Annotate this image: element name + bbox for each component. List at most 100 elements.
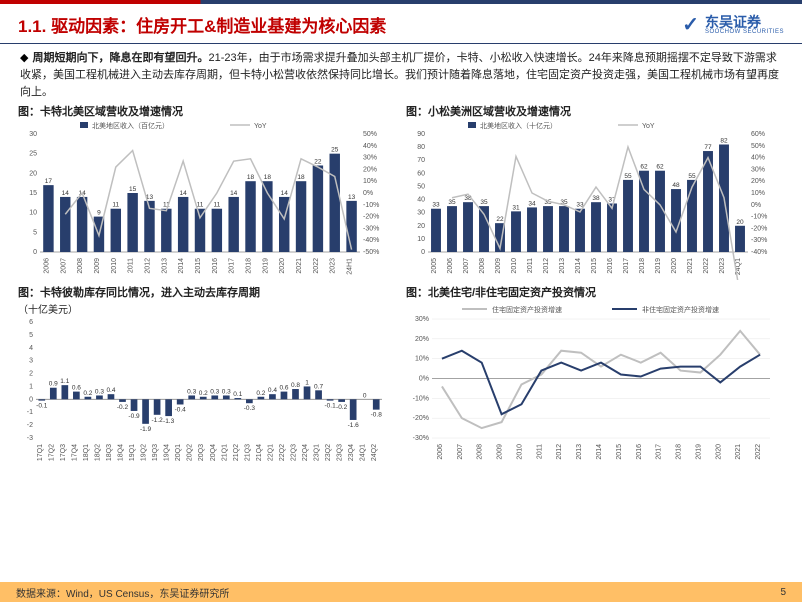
svg-text:0.6: 0.6 — [279, 385, 288, 392]
svg-text:2020: 2020 — [279, 258, 286, 274]
svg-text:25: 25 — [29, 151, 37, 158]
svg-text:2007: 2007 — [463, 258, 470, 274]
svg-text:30%: 30% — [363, 155, 377, 162]
svg-text:23Q1: 23Q1 — [314, 444, 321, 461]
svg-text:31: 31 — [512, 204, 520, 211]
svg-text:0: 0 — [363, 392, 367, 399]
svg-text:35: 35 — [448, 199, 456, 206]
svg-text:17Q1: 17Q1 — [37, 444, 44, 461]
svg-text:2013: 2013 — [576, 444, 583, 460]
svg-text:0.1: 0.1 — [233, 391, 242, 398]
header: 1.1. 驱动因素：住房开工&制造业基建为核心因素 ✓ 东吴证券 SOOCHOW… — [0, 4, 802, 41]
svg-text:18Q4: 18Q4 — [118, 444, 125, 461]
svg-text:30%: 30% — [415, 316, 429, 323]
svg-text:23Q4: 23Q4 — [348, 444, 355, 461]
svg-text:22Q3: 22Q3 — [291, 444, 298, 461]
svg-text:60: 60 — [417, 170, 425, 177]
footer-page: 5 — [780, 587, 786, 598]
svg-text:-50%: -50% — [363, 249, 379, 256]
svg-text:50%: 50% — [363, 131, 377, 138]
svg-text:20Q4: 20Q4 — [210, 444, 217, 461]
svg-text:18: 18 — [247, 174, 255, 181]
svg-text:0.7: 0.7 — [314, 383, 323, 390]
svg-text:14: 14 — [180, 190, 188, 197]
svg-text:-0.2: -0.2 — [336, 404, 348, 411]
svg-text:2010: 2010 — [111, 258, 118, 274]
svg-text:0.3: 0.3 — [210, 389, 219, 396]
svg-text:-20%: -20% — [363, 214, 379, 221]
svg-text:2022: 2022 — [755, 444, 762, 460]
svg-text:2017: 2017 — [623, 258, 630, 274]
svg-text:2006: 2006 — [447, 258, 454, 274]
svg-text:0: 0 — [29, 396, 33, 403]
svg-text:2018: 2018 — [676, 444, 683, 460]
header-rule — [0, 43, 802, 44]
svg-text:2015: 2015 — [195, 258, 202, 274]
chart2-title: 图：小松美洲区域营收及增速情况 — [406, 103, 784, 119]
svg-text:2008: 2008 — [77, 258, 84, 274]
svg-text:2018: 2018 — [639, 258, 646, 274]
svg-text:10%: 10% — [751, 190, 765, 197]
svg-text:55: 55 — [688, 173, 696, 180]
svg-text:2: 2 — [29, 371, 33, 378]
svg-text:21Q1: 21Q1 — [221, 444, 228, 461]
svg-text:19Q1: 19Q1 — [129, 444, 136, 461]
svg-text:-20%: -20% — [751, 226, 767, 233]
lead-text: 周期短期向下，降息在即有望回升。 — [32, 52, 208, 64]
svg-text:48: 48 — [672, 182, 680, 189]
chart4-svg: 住宅固定资产投资增速非住宅固定资产投资增速-30%-20%-10%0%10%20… — [406, 301, 778, 466]
svg-text:0.3: 0.3 — [222, 389, 231, 396]
svg-text:0%: 0% — [363, 190, 373, 197]
svg-text:22: 22 — [496, 216, 504, 223]
logo-icon: ✓ — [682, 12, 699, 37]
svg-text:2007: 2007 — [457, 444, 464, 460]
svg-text:-0.4: -0.4 — [175, 407, 187, 414]
svg-text:70: 70 — [417, 157, 425, 164]
svg-text:2013: 2013 — [161, 258, 168, 274]
svg-text:2009: 2009 — [495, 258, 502, 274]
svg-text:2017: 2017 — [656, 444, 663, 460]
svg-text:4: 4 — [29, 345, 33, 352]
logo-en: SOOCHOW SECURITIES — [705, 29, 784, 35]
svg-text:2011: 2011 — [527, 258, 534, 273]
bullet-icon: ◆ — [20, 52, 28, 64]
svg-text:北美地区收入（十亿元）: 北美地区收入（十亿元） — [480, 121, 557, 130]
svg-text:0.9: 0.9 — [49, 381, 58, 388]
svg-text:17Q4: 17Q4 — [71, 444, 78, 461]
svg-text:-1.2: -1.2 — [151, 417, 163, 424]
svg-text:2015: 2015 — [616, 444, 623, 460]
svg-text:50: 50 — [417, 184, 425, 191]
svg-text:13: 13 — [348, 194, 356, 201]
chart-4: 图：北美住宅/非住宅固定资产投资情况 住宅固定资产投资增速非住宅固定资产投资增速… — [406, 282, 784, 468]
svg-text:18: 18 — [264, 174, 272, 181]
svg-text:2013: 2013 — [559, 258, 566, 274]
svg-text:5: 5 — [29, 332, 33, 339]
svg-text:-10%: -10% — [751, 214, 767, 221]
svg-text:2015: 2015 — [591, 258, 598, 274]
svg-text:20%: 20% — [363, 167, 377, 174]
svg-text:15: 15 — [29, 190, 37, 197]
svg-text:55: 55 — [624, 173, 632, 180]
svg-text:20: 20 — [736, 219, 744, 226]
svg-text:11: 11 — [213, 202, 220, 209]
svg-text:YoY: YoY — [642, 123, 655, 130]
svg-text:2019: 2019 — [262, 258, 269, 274]
svg-text:0.4: 0.4 — [106, 387, 115, 394]
svg-text:-1.9: -1.9 — [140, 426, 152, 433]
svg-text:非住宅固定资产投资增速: 非住宅固定资产投资增速 — [642, 305, 719, 314]
svg-text:77: 77 — [704, 144, 712, 151]
svg-text:23Q2: 23Q2 — [325, 444, 332, 461]
chart3-title: 图：卡特彼勒库存同比情况，进入主动去库存周期 — [18, 284, 396, 300]
svg-text:YoY: YoY — [254, 123, 267, 130]
svg-text:-0.8: -0.8 — [371, 412, 383, 419]
svg-text:30%: 30% — [751, 167, 765, 174]
svg-text:-3: -3 — [27, 435, 33, 442]
svg-text:1.1: 1.1 — [60, 378, 69, 385]
svg-text:2020: 2020 — [671, 258, 678, 274]
svg-text:38: 38 — [592, 195, 600, 202]
svg-text:-1: -1 — [27, 409, 33, 416]
svg-text:2021: 2021 — [735, 444, 742, 460]
svg-text:10: 10 — [29, 210, 37, 217]
svg-text:1: 1 — [305, 380, 309, 387]
svg-text:20Q3: 20Q3 — [198, 444, 205, 461]
